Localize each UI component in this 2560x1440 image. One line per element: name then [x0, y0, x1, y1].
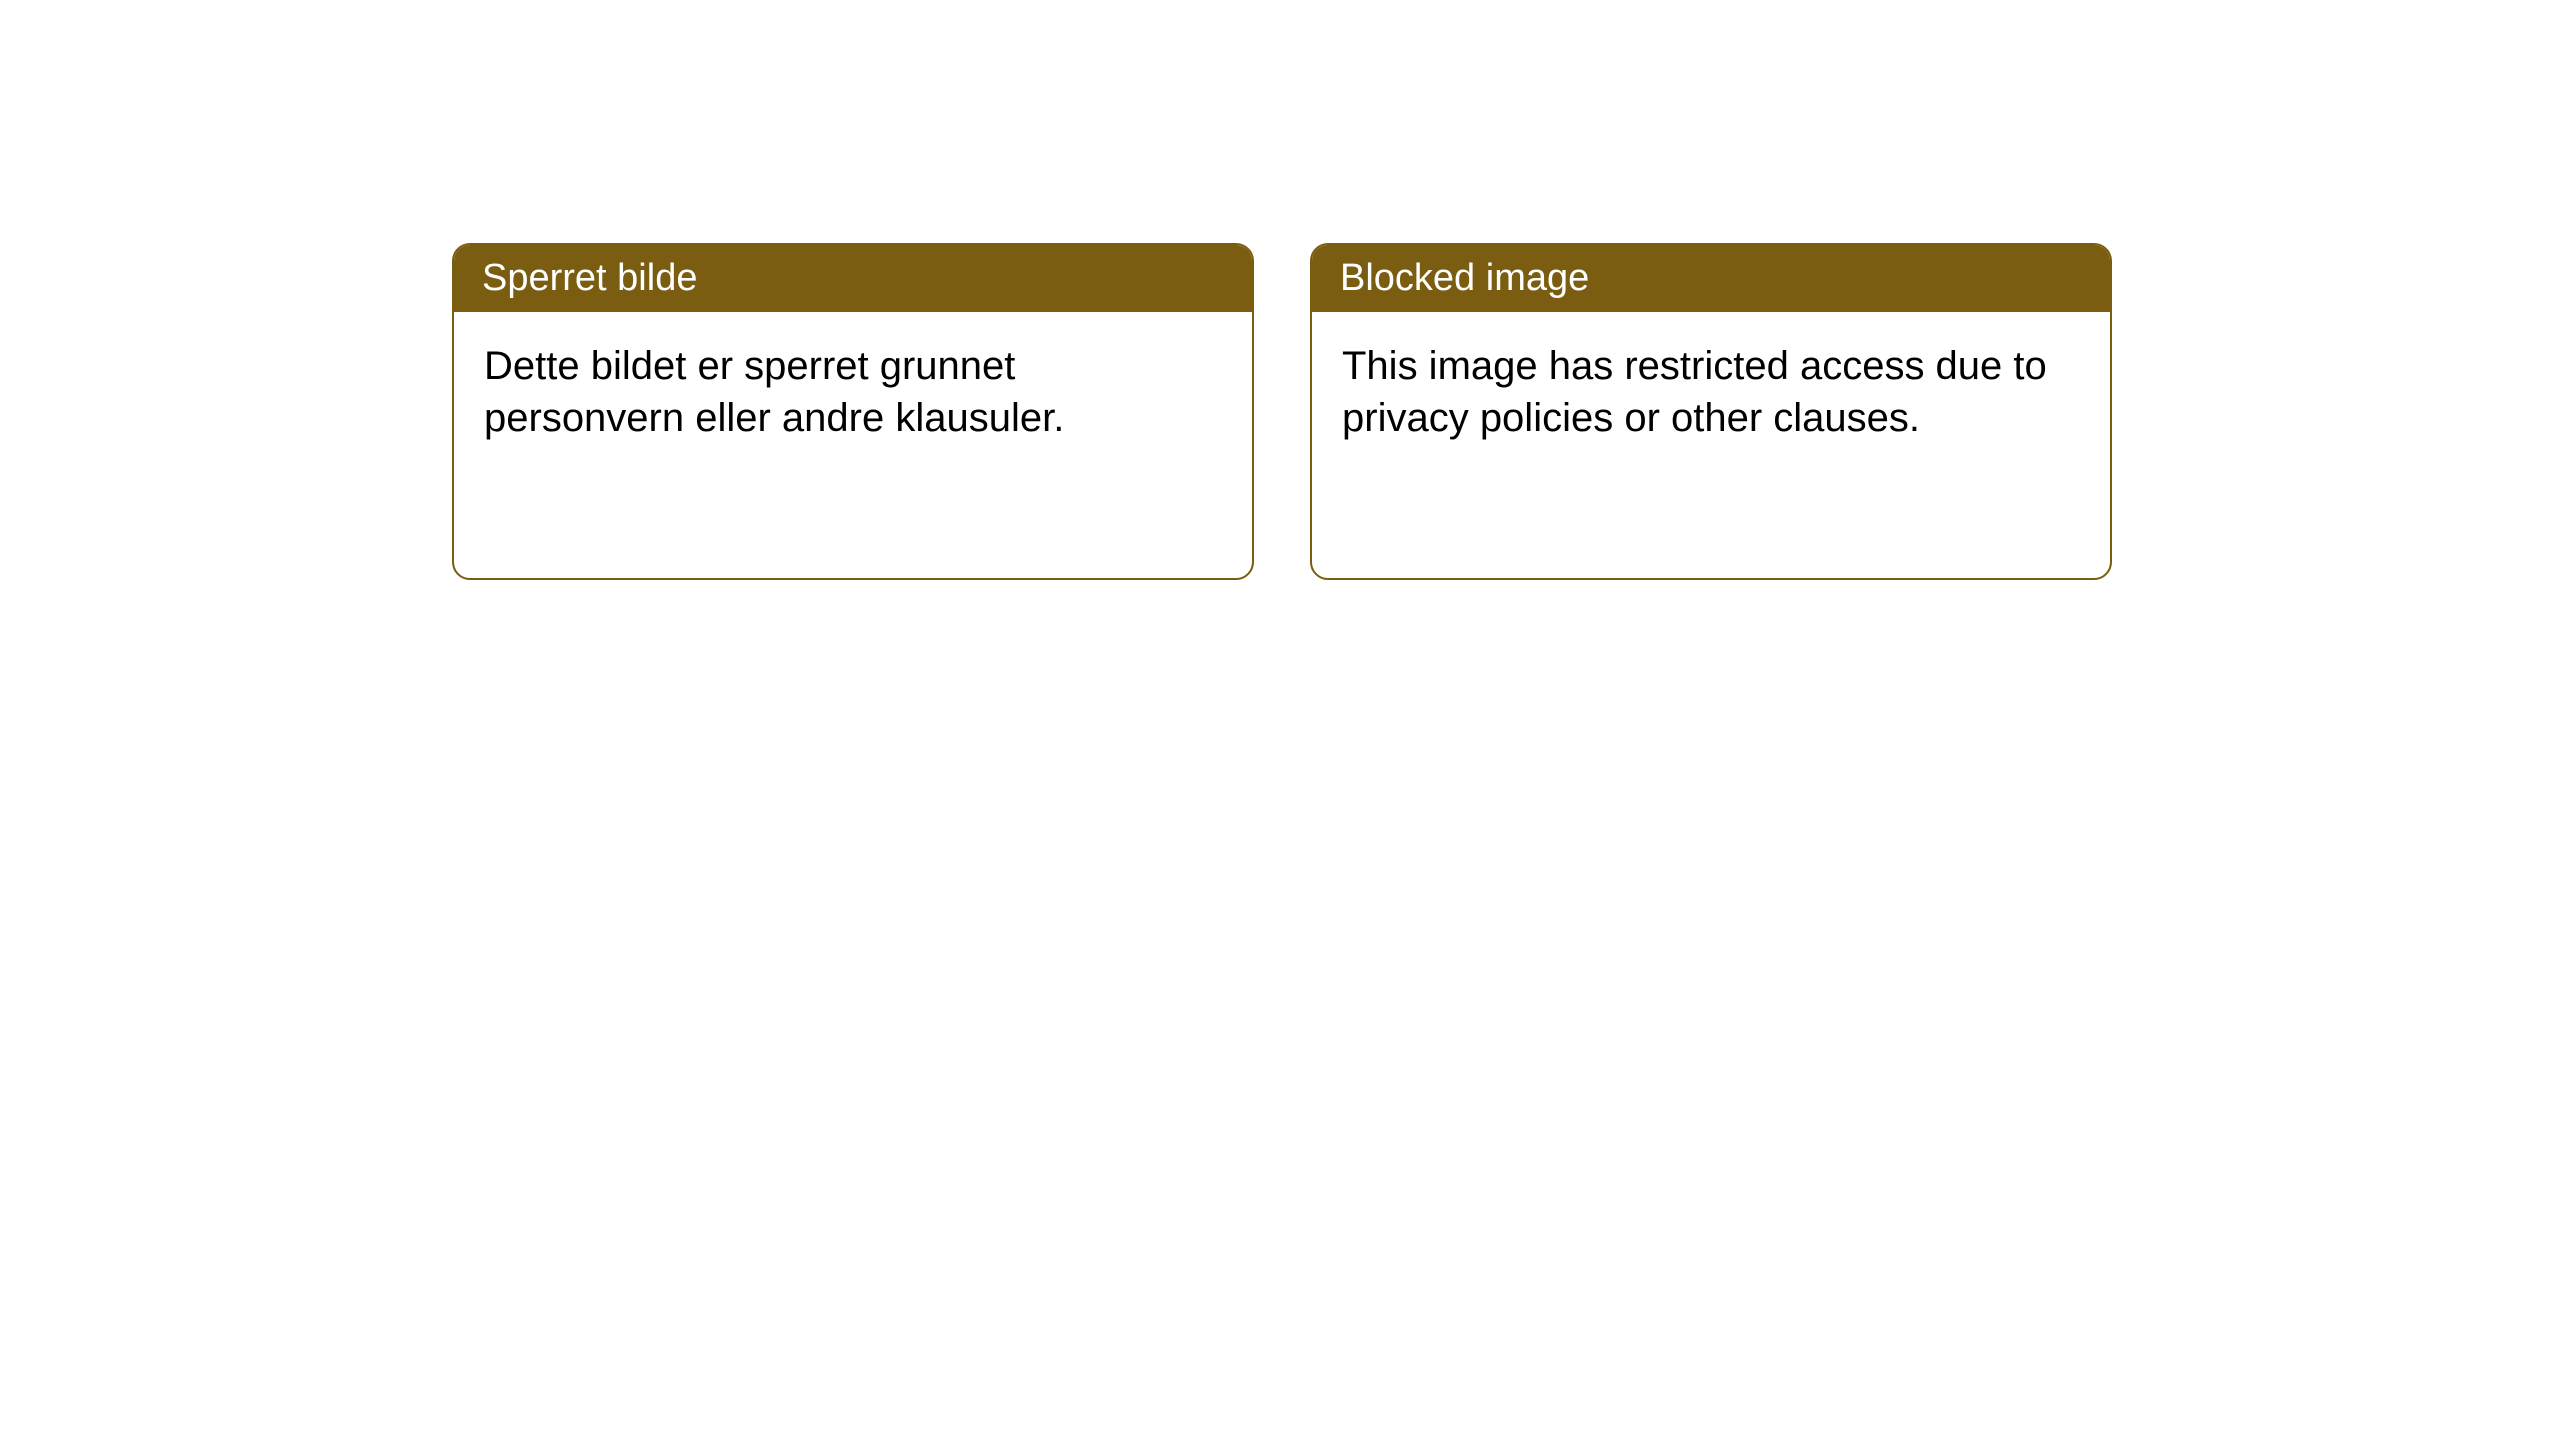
notice-message: This image has restricted access due to …	[1342, 344, 2047, 440]
notice-title: Sperret bilde	[482, 257, 697, 299]
notice-card-english: Blocked image This image has restricted …	[1310, 243, 2112, 580]
notice-body: Dette bildet er sperret grunnet personve…	[454, 312, 1252, 472]
notice-body: This image has restricted access due to …	[1312, 312, 2110, 472]
notice-title: Blocked image	[1340, 257, 1589, 299]
notice-header: Sperret bilde	[454, 245, 1252, 312]
notice-container: Sperret bilde Dette bildet er sperret gr…	[452, 243, 2112, 580]
notice-header: Blocked image	[1312, 245, 2110, 312]
notice-card-norwegian: Sperret bilde Dette bildet er sperret gr…	[452, 243, 1254, 580]
notice-message: Dette bildet er sperret grunnet personve…	[484, 344, 1064, 440]
